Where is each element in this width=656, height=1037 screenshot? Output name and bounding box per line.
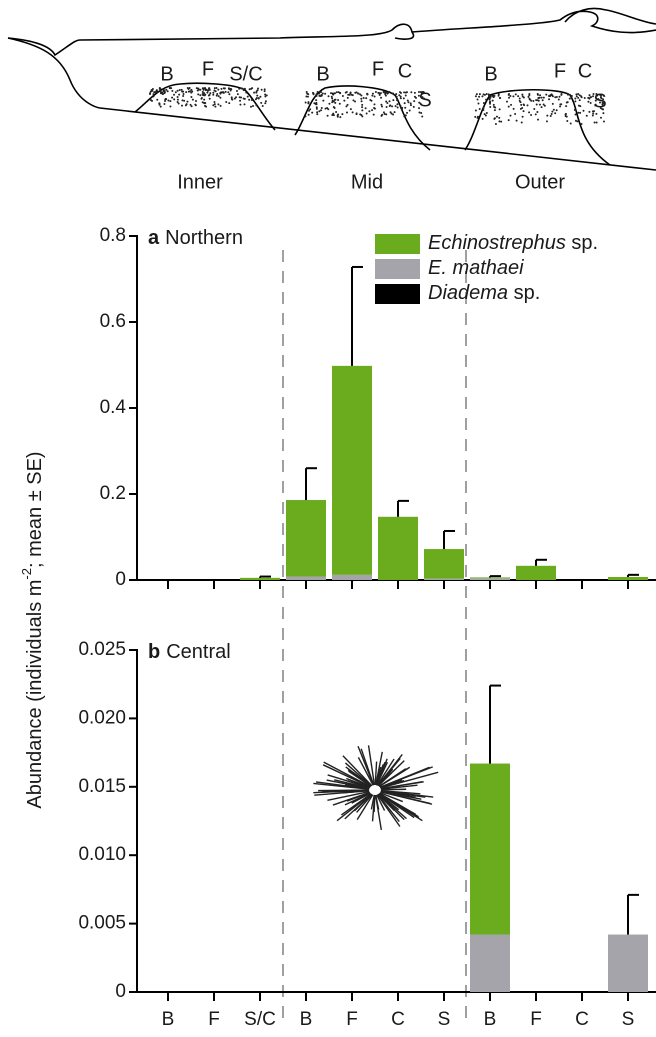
x-tick-label: S/C xyxy=(244,1009,276,1030)
y-tick-label: 0 xyxy=(115,981,126,1002)
x-tick-label: F xyxy=(346,1009,358,1030)
bar-segment xyxy=(470,577,510,579)
habitat-label: B xyxy=(484,63,497,85)
y-axis-label-superscript: -2 xyxy=(19,568,34,580)
bar-segment xyxy=(608,576,648,580)
error-bar xyxy=(443,529,455,550)
habitat-label: C xyxy=(398,60,412,82)
y-tick-label: 0.4 xyxy=(100,397,127,418)
x-tick-label: B xyxy=(162,1009,175,1030)
bar-segment xyxy=(332,365,372,575)
y-tick-label: 0.020 xyxy=(78,707,126,728)
habitat-label: S xyxy=(593,90,606,112)
habitat-label: F xyxy=(554,60,566,82)
error-bar xyxy=(627,893,639,935)
y-tick-label: 0.6 xyxy=(100,311,126,332)
legend-label: E. mathaei xyxy=(428,257,524,279)
legend-swatch xyxy=(375,284,420,304)
x-tick-label: B xyxy=(300,1009,313,1030)
error-bar xyxy=(535,558,547,566)
urchin-icon xyxy=(313,745,439,831)
legend-label: Diadema sp. xyxy=(428,282,540,304)
panel-name: Central xyxy=(166,641,230,663)
habitat-label: F xyxy=(372,58,384,80)
bar-segment xyxy=(424,549,464,579)
error-bar xyxy=(489,684,501,764)
y-axis-label-text: Abundance (individuals m xyxy=(24,580,46,809)
bar-segment xyxy=(424,578,464,580)
bar-segment xyxy=(286,576,326,580)
habitat-label: S xyxy=(418,89,431,111)
x-tick-label: F xyxy=(530,1009,542,1030)
y-axis-label: Abundance (individuals m-2; mean ± SE) xyxy=(19,451,46,808)
y-tick-label: 0.010 xyxy=(78,844,126,865)
x-tick-label: S xyxy=(622,1009,635,1030)
bar-segment xyxy=(516,565,556,580)
x-tick-label: B xyxy=(484,1009,497,1030)
error-bar xyxy=(489,575,501,578)
sediment-dots xyxy=(149,87,605,126)
habitat-label: B xyxy=(160,63,173,85)
bar-segment xyxy=(332,574,372,580)
y-tick-label: 0.2 xyxy=(100,483,126,504)
error-bar xyxy=(351,265,363,366)
x-tick-label: F xyxy=(208,1009,220,1030)
habitat-label: F xyxy=(202,58,214,80)
zone-label: Mid xyxy=(351,171,383,193)
y-tick-label: 0.8 xyxy=(100,225,126,246)
bar-segment xyxy=(378,516,418,580)
error-bar xyxy=(259,575,271,578)
zone-label: Outer xyxy=(515,171,565,193)
y-axis-label-text: ; mean ± SE) xyxy=(24,451,46,568)
bar-segment xyxy=(608,934,648,992)
panel-title: b Central xyxy=(148,641,231,663)
y-tick-label: 0.005 xyxy=(78,913,126,934)
zone-label: Inner xyxy=(177,171,223,193)
x-tick-label: S xyxy=(438,1009,451,1030)
error-bar xyxy=(397,499,409,517)
legend-swatch xyxy=(375,259,420,279)
x-tick-label: C xyxy=(391,1009,405,1030)
habitat-label: S/C xyxy=(229,63,262,85)
legend-swatch xyxy=(375,234,420,254)
y-tick-label: 0.015 xyxy=(78,776,126,797)
bar-segment xyxy=(470,934,510,992)
panel-name: Northern xyxy=(165,227,243,249)
legend-label: Echinostrephus sp. xyxy=(428,232,598,254)
bar-segment xyxy=(286,500,326,577)
error-bar xyxy=(305,467,317,501)
panel-letter: b xyxy=(148,641,160,663)
x-tick-label: C xyxy=(575,1009,589,1030)
bar-segment xyxy=(470,763,510,935)
panel-title: a Northern xyxy=(148,227,243,249)
bar-segment xyxy=(470,578,510,580)
y-tick-label: 0.025 xyxy=(78,639,126,660)
habitat-label: B xyxy=(316,63,329,85)
y-tick-label: 0 xyxy=(115,569,126,590)
reef-diagram: B F S/C B F C S B F C S Inner Mid Outer xyxy=(7,7,656,193)
panel-letter: a xyxy=(148,227,160,249)
bar-segment xyxy=(240,577,280,580)
habitat-label: C xyxy=(578,60,592,82)
error-bar xyxy=(627,573,639,577)
